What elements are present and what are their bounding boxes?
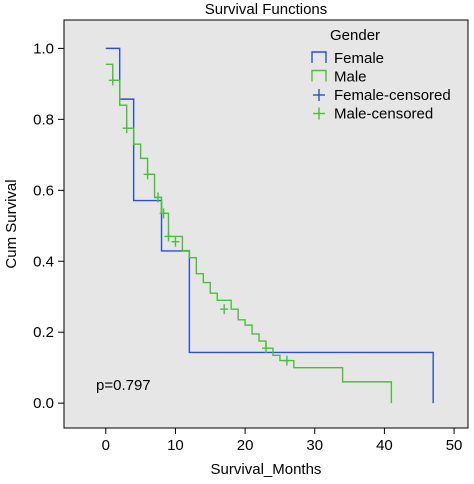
y-tick-label: 0.4 [33,253,54,270]
legend-label: Male-censored [334,106,433,123]
legend-swatch [311,51,327,63]
legend-entry: Male [311,69,367,86]
chart-title: Survival Functions [205,1,328,18]
male-censor-mark [122,123,131,134]
y-tick-label: 1.0 [33,40,54,57]
plot-area [63,19,469,429]
male-censor-mark [262,343,270,354]
x-tick-label: 50 [446,437,463,454]
male-censor-mark [282,355,291,366]
y-tick-label: 0.6 [33,182,54,199]
male-censor-mark [154,192,163,203]
legend-label: Female-censored [334,87,451,104]
x-tick-label: 10 [167,437,184,454]
male-censor-mark [108,75,117,86]
legend-swatch [313,107,325,120]
male-survival-line [105,63,393,404]
p-value-annotation: p=0.797 [96,377,151,394]
male-censor-mark [171,236,180,247]
legend-swatch [313,89,325,101]
legend-title: Gender [330,27,380,44]
legend-label: Male [334,69,367,86]
male-censor-mark [159,208,168,219]
legend-entry: Male-censored [313,106,433,123]
x-tick-label: 0 [102,437,110,454]
y-tick-label: 0.8 [33,111,54,128]
legend-entry: Female-censored [313,87,451,104]
legend-label: Female [334,50,384,67]
axes-layer: 0 10 20 30 40 50 0.0 0.2 0.4 0.6 0.8 1.0 [33,40,462,454]
male-censor-mark [143,169,152,180]
x-tick-label: 20 [237,437,254,454]
male-censor-mark [164,231,173,242]
y-tick-label: 0.2 [33,324,54,341]
x-tick-label: 40 [376,437,393,454]
y-tick-label: 0.0 [33,395,54,412]
y-axis-label: Cum Survival [3,179,20,268]
male-censor-mark [220,304,229,315]
x-tick-label: 30 [306,437,323,454]
series-layer [105,47,434,404]
legend-swatch [311,69,327,82]
x-axis-label: Survival_Months [211,461,322,478]
legend-entry: Female [311,50,384,67]
